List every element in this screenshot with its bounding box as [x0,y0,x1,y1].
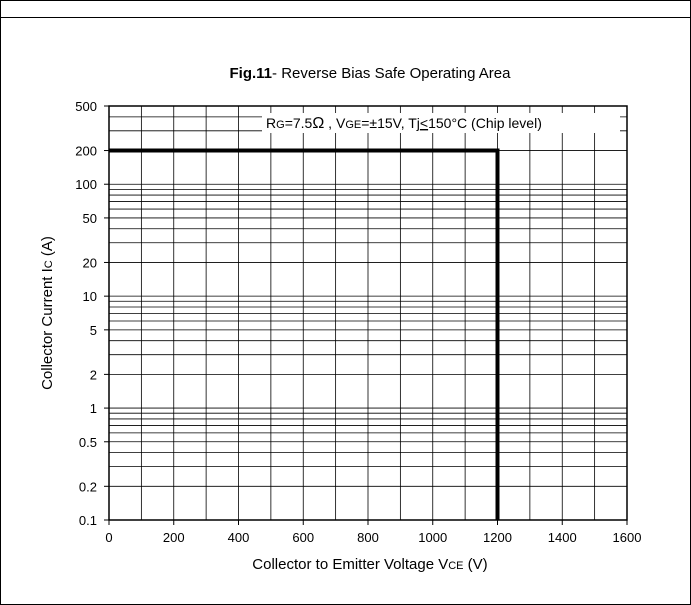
x-tick-label: 1000 [418,530,447,545]
y-tick-label: 100 [75,177,97,192]
y-tick-label: 500 [75,99,97,114]
series-layer [109,148,500,520]
y-tick-label: 1 [90,401,97,416]
y-tick-label: 10 [83,289,97,304]
y-tick-label: 50 [83,211,97,226]
x-axis-label: Collector to Emitter Voltage VCE (V) [252,556,487,573]
chart-title-text: - Reverse Bias Safe Operating Area [272,65,511,82]
x-tick-label: 1200 [483,530,512,545]
y-tick-label: 200 [75,144,97,159]
y-tick-label: 2 [90,367,97,382]
conditions-annotation: RG=7.5Ω , VGE=±15V, Tj<150°C (Chip level… [266,115,542,132]
x-tick-label: 200 [163,530,185,545]
chart-title-figure-number: Fig.11 [230,65,273,82]
y-tick-label: 5 [90,323,97,338]
y-tick-label: 0.5 [79,435,97,450]
x-tick-label: 600 [292,530,314,545]
x-tick-labels: 0 200 400 600 800 1000 1200 1400 1600 [105,530,641,545]
x-tick-label: 1600 [613,530,642,545]
x-tick-label: 1400 [548,530,577,545]
rbsoa-boundary-line [109,148,500,520]
x-tick-label: 400 [228,530,250,545]
y-tick-labels: 0.1 0.2 0.5 1 2 5 10 20 50 100 200 500 [75,99,97,528]
y-tick-label: 20 [83,255,97,270]
y-tick-label: 0.1 [79,513,97,528]
annotation-box [262,113,620,133]
x-tick-label: 800 [357,530,379,545]
y-axis-label: Collector Current IC (A) [39,236,56,390]
axis-ticks [104,105,628,525]
chart-title: Fig.11- Reverse Bias Safe Operating Area [230,65,512,82]
x-tick-label: 0 [105,530,112,545]
y-tick-label: 0.2 [79,479,97,494]
plot-area-border [108,105,628,521]
